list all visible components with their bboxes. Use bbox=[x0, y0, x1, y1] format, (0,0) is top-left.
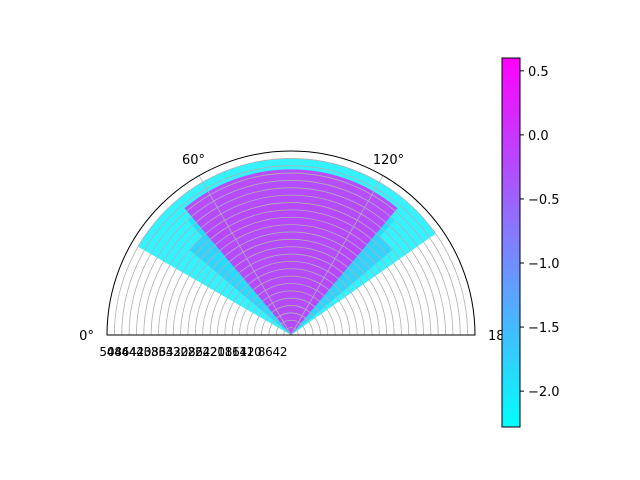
radial-gridline bbox=[158, 202, 424, 336]
radial-gridline bbox=[283, 327, 299, 336]
colorbar-gradient bbox=[501, 57, 521, 428]
radial-tick-labels: 2468101214161820222426283032343638404244… bbox=[99, 345, 287, 359]
radial-tick-label: 4 bbox=[272, 345, 280, 359]
radial-tick-label: 16 bbox=[224, 345, 239, 359]
polar-frame bbox=[106, 150, 476, 336]
radial-tick-label: 36 bbox=[151, 345, 166, 359]
polar-axes: 0°60°120°180° 24681012141618202224262830… bbox=[79, 150, 519, 359]
radial-tick-label: 40 bbox=[136, 345, 151, 359]
radial-tick-label: 8 bbox=[258, 345, 266, 359]
radial-gridline bbox=[209, 253, 373, 336]
radial-gridline bbox=[217, 261, 365, 336]
radial-gridline bbox=[121, 165, 461, 336]
radial-gridline bbox=[194, 239, 388, 336]
radial-gridline bbox=[239, 283, 343, 336]
theta-tick-label: 60° bbox=[182, 153, 205, 168]
radial-tick-label: 48 bbox=[107, 345, 122, 359]
radial-tick-label: 12 bbox=[239, 345, 254, 359]
radial-tick-label: 24 bbox=[195, 345, 210, 359]
radial-tick-label: 30 bbox=[173, 345, 188, 359]
radial-tick-label: 28 bbox=[180, 345, 195, 359]
radial-tick-label: 14 bbox=[232, 345, 247, 359]
colorbar-tick-label: −1.0 bbox=[528, 257, 560, 272]
radial-tick-label: 38 bbox=[144, 345, 159, 359]
radial-gridline bbox=[253, 297, 329, 336]
radial-tick-label: 18 bbox=[217, 345, 232, 359]
radial-gridline bbox=[165, 209, 417, 336]
theta-tick-label: 0° bbox=[79, 329, 94, 344]
radial-gridline bbox=[246, 290, 336, 336]
radial-gridline bbox=[180, 224, 402, 336]
radial-tick-label: 46 bbox=[114, 345, 129, 359]
radial-gridline bbox=[224, 268, 358, 336]
radial-gridline bbox=[128, 172, 454, 336]
radial-gridline bbox=[150, 194, 432, 336]
radial-tick-label: 10 bbox=[247, 345, 262, 359]
theta-tick-label: 120° bbox=[373, 153, 404, 168]
radial-gridline bbox=[136, 180, 446, 336]
radial-tick-label: 20 bbox=[210, 345, 225, 359]
radial-tick-label: 42 bbox=[129, 345, 144, 359]
colorbar-tick-label: 0.5 bbox=[528, 65, 549, 80]
radial-gridline bbox=[172, 216, 410, 336]
angular-gridline bbox=[198, 175, 292, 336]
radial-gridline bbox=[231, 275, 351, 336]
radial-gridline bbox=[187, 231, 395, 336]
colorbar-tick-label: −2.0 bbox=[528, 385, 560, 400]
radial-gridline bbox=[113, 158, 469, 336]
radial-tick-label: 50 bbox=[99, 345, 114, 359]
radial-gridlines bbox=[113, 158, 469, 336]
radial-tick-label: 22 bbox=[202, 345, 217, 359]
colorbar-ticks: 0.5 0.0 −0.5 −1.0 −1.5 −2.0 bbox=[520, 65, 560, 400]
radial-gridline bbox=[202, 246, 380, 336]
radial-gridline bbox=[261, 305, 321, 336]
radial-tick-label: 34 bbox=[158, 345, 173, 359]
angular-gridline bbox=[290, 175, 384, 336]
colorbar-tick-label: 0.0 bbox=[528, 129, 549, 144]
polar-bar-5 bbox=[184, 169, 398, 335]
radial-tick-label: 32 bbox=[166, 345, 181, 359]
radial-tick-label: 26 bbox=[188, 345, 203, 359]
colorbar-tick-label: −0.5 bbox=[528, 193, 560, 208]
radial-tick-label: 44 bbox=[121, 345, 136, 359]
colorbar-tick-label: −1.5 bbox=[528, 321, 560, 336]
radial-tick-label: 2 bbox=[280, 345, 288, 359]
radial-gridline bbox=[275, 319, 307, 336]
radial-tick-label: 6 bbox=[265, 345, 273, 359]
radial-gridline bbox=[268, 312, 314, 336]
colorbar: 0.5 0.0 −0.5 −1.0 −1.5 −2.0 bbox=[501, 57, 560, 428]
radial-gridline bbox=[143, 187, 439, 336]
